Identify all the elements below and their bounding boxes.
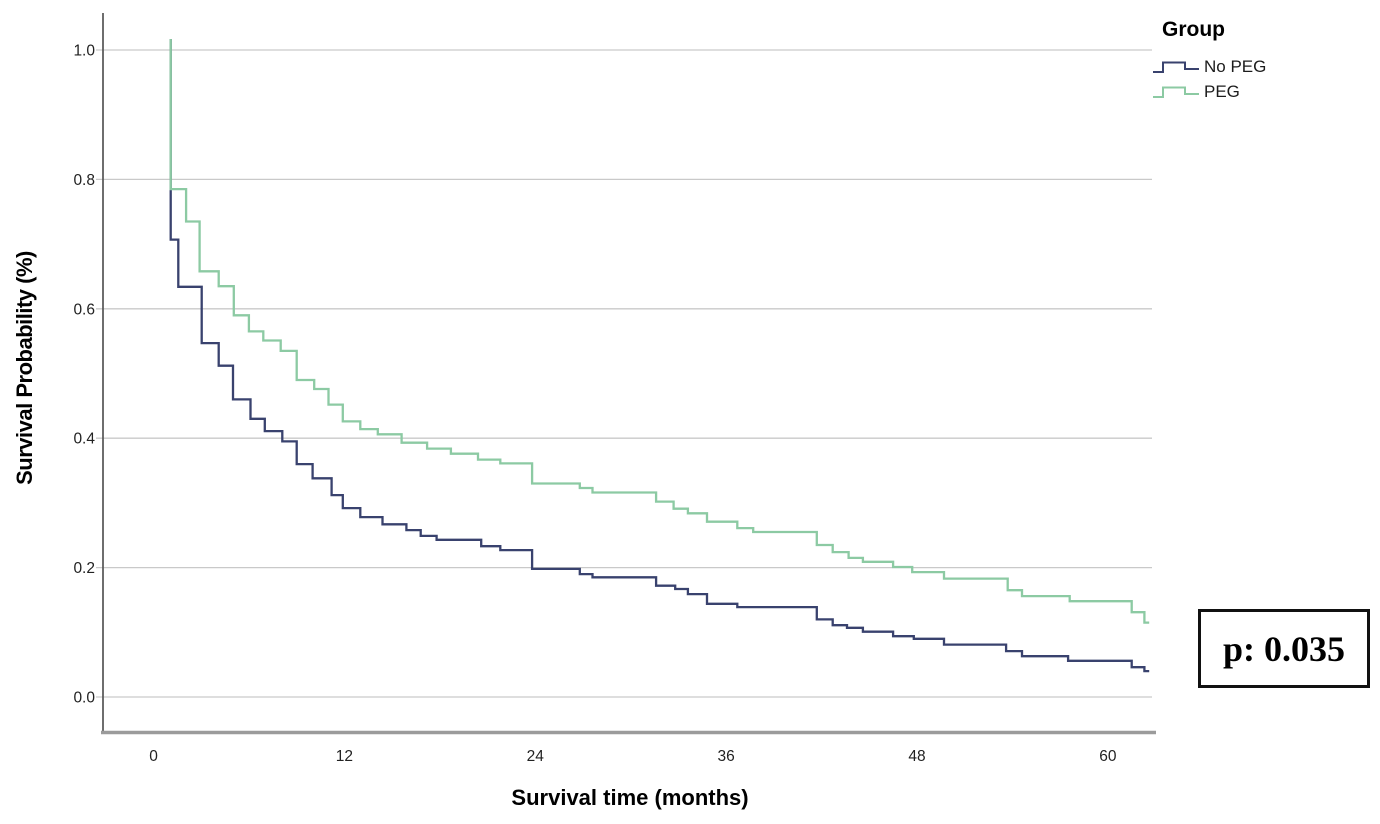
x-tick-label: 24 — [527, 748, 545, 765]
x-tick-label: 60 — [1099, 748, 1117, 765]
legend-item-no-peg: No PEG — [1152, 54, 1266, 79]
legend-item-label: No PEG — [1204, 56, 1267, 76]
y-axis-title: Survival Probability (%) — [12, 251, 37, 485]
x-tick-label: 36 — [717, 748, 734, 765]
y-tick-label: 0.0 — [73, 690, 95, 707]
x-tick-label: 0 — [149, 748, 158, 765]
legend-title: Group — [1162, 18, 1225, 41]
legend: Group No PEG PEG — [1152, 18, 1266, 104]
x-axis-title: Survival time (months) — [511, 785, 749, 810]
series-curve-peg — [169, 39, 1150, 624]
y-tick-label: 1.0 — [73, 43, 95, 60]
no-peg-step-line-icon — [1153, 61, 1199, 73]
legend-item-peg: PEG — [1152, 79, 1266, 104]
y-tick-label: 0.4 — [73, 431, 95, 448]
legend-item-label: PEG — [1204, 81, 1240, 101]
series-curve-no-peg — [169, 39, 1150, 673]
x-tick-label: 12 — [336, 748, 353, 765]
y-tick-label: 0.6 — [73, 301, 95, 318]
y-tick-label: 0.8 — [73, 172, 95, 189]
x-tick-label: 48 — [908, 748, 925, 765]
p-value-text: p: 0.035 — [1222, 628, 1345, 669]
y-tick-label: 0.2 — [73, 560, 95, 577]
peg-step-line-icon — [1153, 86, 1199, 98]
p-value-box: p: 0.035 — [1198, 609, 1370, 688]
